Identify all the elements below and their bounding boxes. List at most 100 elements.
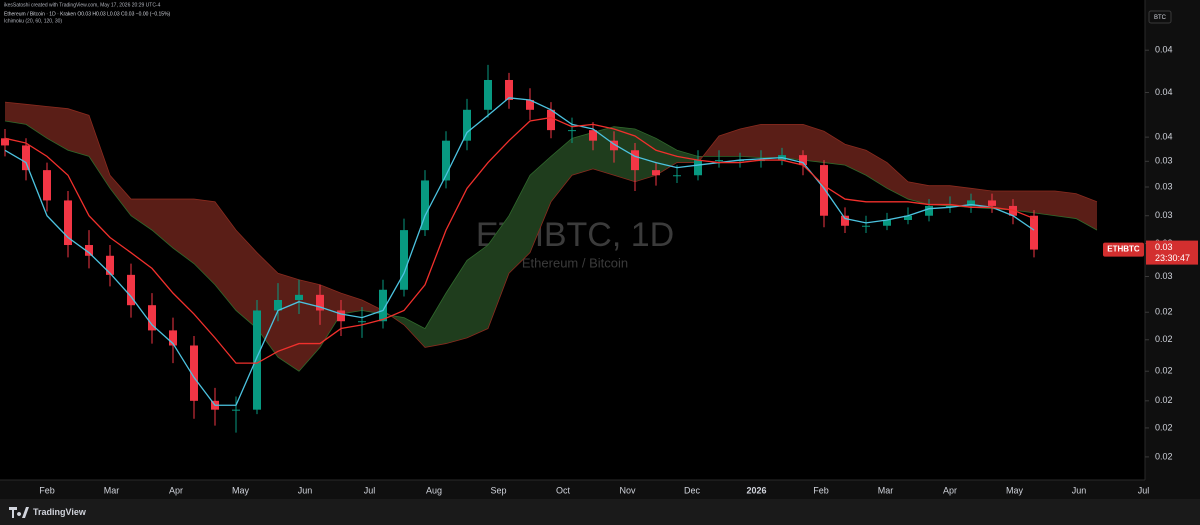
candle-body — [988, 200, 996, 206]
chart-layer — [1, 64, 1098, 433]
candle-body — [295, 294, 303, 300]
candle-body — [568, 130, 576, 132]
ichimoku-cloud — [761, 124, 782, 158]
ichimoku-cloud — [446, 260, 467, 344]
x-tick-label: Apr — [169, 485, 183, 495]
candle-body — [925, 205, 933, 216]
ichimoku-cloud — [257, 252, 278, 358]
x-tick-label: Dec — [684, 485, 701, 495]
candle-body — [652, 170, 660, 176]
candle-body — [1030, 215, 1038, 250]
footer-bar — [0, 499, 1200, 525]
candle-body — [274, 299, 282, 311]
y-tick-label: 0.02 — [1155, 307, 1173, 317]
x-tick-label: Jun — [298, 485, 313, 495]
candle-body — [673, 175, 681, 177]
symbol-tag-box — [1103, 242, 1144, 257]
footer-brand: TradingView — [33, 507, 87, 517]
ichimoku-cloud — [509, 175, 530, 274]
y-tick-label: 0.04 — [1155, 132, 1173, 142]
candle-body — [1, 138, 9, 146]
candle-body — [484, 79, 492, 110]
ichimoku-cloud — [236, 230, 257, 329]
ichimoku-cloud — [425, 293, 446, 348]
watermark-subtitle: Ethereum / Bitcoin — [522, 255, 628, 270]
ichimoku-cloud — [89, 115, 110, 189]
candle-body — [148, 305, 156, 331]
candle-body — [610, 140, 618, 151]
candle-body — [946, 205, 954, 207]
y-tick-label: 0.03 — [1155, 156, 1173, 166]
candle-body — [106, 255, 114, 275]
x-tick-label: Mar — [104, 485, 120, 495]
y-tick-label: 0.02 — [1155, 366, 1173, 376]
candle-body — [526, 99, 534, 110]
ichimoku-cloud — [1013, 190, 1034, 213]
candle-body — [442, 140, 450, 181]
symbol-tag: ETHBTC — [1107, 245, 1140, 254]
candle-body — [967, 200, 975, 206]
ichimoku-cloud — [404, 317, 425, 348]
candle-body — [841, 215, 849, 226]
ichimoku-cloud — [593, 126, 614, 176]
candle-body — [379, 289, 387, 322]
unit-box — [1148, 10, 1172, 24]
ichimoku-cloud — [971, 188, 992, 209]
candle-body — [190, 345, 198, 401]
candle-body — [22, 145, 30, 171]
y-unit: BTC — [1154, 15, 1167, 21]
x-tick-label: May — [1006, 485, 1024, 495]
ichimoku-cloud — [173, 199, 194, 264]
x-tick-label: 2026 — [746, 485, 766, 495]
ichimoku-cloud — [110, 175, 131, 216]
x-tick-label: May — [232, 485, 250, 495]
x-tick-label: Apr — [943, 485, 957, 495]
candle-body — [631, 150, 639, 171]
ichimoku-cloud — [950, 185, 971, 208]
countdown: 23:30:47 — [1155, 253, 1190, 263]
candle-body — [43, 170, 51, 201]
ichimoku-cloud — [551, 138, 572, 202]
x-tick-label: Jul — [364, 485, 376, 495]
symbol-line: Ethereum / Bitcoin · 1D · Kraken O0.03 H… — [4, 11, 171, 17]
x-tick-label: Feb — [39, 485, 55, 495]
x-tick-label: Mar — [878, 485, 894, 495]
attribution: ikesSatoshi created with TradingView.com… — [4, 2, 161, 8]
candle-body — [64, 200, 72, 246]
x-tick-label: Sep — [490, 485, 506, 495]
candle-body — [316, 294, 324, 311]
y-tick-label: 0.02 — [1155, 395, 1173, 405]
candle-body — [127, 274, 135, 306]
candle-body — [463, 109, 471, 141]
ichimoku-cloud — [362, 299, 383, 315]
y-tick-label: 0.02 — [1155, 334, 1173, 344]
ichimoku-cloud — [635, 128, 656, 182]
candle-body — [400, 230, 408, 290]
ichimoku-cloud — [614, 126, 635, 182]
candle-body — [337, 310, 345, 322]
ichimoku-cloud — [782, 124, 803, 161]
ichimoku-cloud — [929, 185, 950, 206]
candle-body — [547, 109, 555, 131]
candle-body — [904, 215, 912, 220]
ichimoku-cloud — [719, 128, 740, 157]
ichimoku-cloud — [530, 156, 551, 253]
ichimoku-cloud — [1034, 190, 1055, 216]
y-tick-label: 0.03 — [1155, 181, 1173, 191]
ichimoku-cloud — [992, 190, 1013, 211]
price-tag: 0.03 — [1155, 242, 1173, 252]
candle-body — [169, 330, 177, 346]
ichimoku-cloud — [488, 215, 509, 329]
ichimoku-cloud — [803, 124, 824, 163]
candle-body — [1009, 205, 1017, 216]
candle-body — [589, 130, 597, 141]
ichimoku-cloud — [278, 273, 299, 372]
footer-logo — [9, 507, 29, 518]
candle-body — [358, 321, 366, 323]
ichimoku-cloud — [908, 181, 929, 205]
candle-body — [253, 310, 261, 410]
base-line — [4, 116, 1035, 364]
x-tick-label: Oct — [556, 485, 571, 495]
ichimoku-cloud — [467, 245, 488, 338]
